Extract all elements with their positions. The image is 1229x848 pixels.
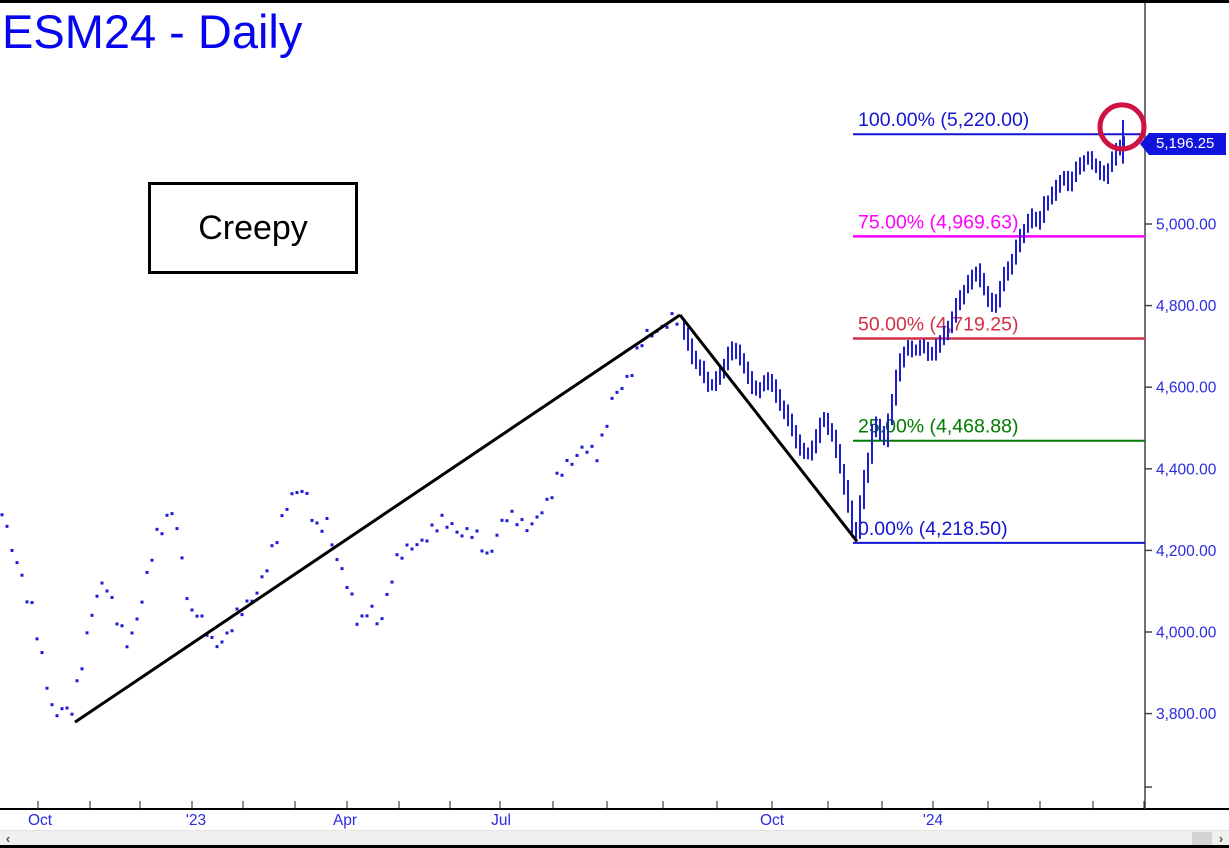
x-axis-label: Apr xyxy=(333,812,357,829)
y-axis-label: 4,400.00 xyxy=(1156,461,1217,478)
fib-level-label: 0.00% (4,218.50) xyxy=(858,518,1008,540)
x-axis-label: Oct xyxy=(28,812,53,829)
creepy-annotation[interactable]: Creepy xyxy=(148,182,358,274)
y-axis: 5,000.00 4,800.00 4,600.00 4,400.00 4,200.00… xyxy=(1145,217,1217,788)
last-price-tag: 5,196.25 xyxy=(1140,133,1226,155)
horizontal-scrollbar[interactable]: ‹ › xyxy=(0,830,1229,847)
fib-retracement[interactable]: 100.00% (5,220.00) 75.00% (4,969.63) 50.00… xyxy=(853,109,1145,544)
y-axis-label: 4,800.00 xyxy=(1156,298,1217,315)
scrollbar-left-arrow-icon[interactable]: ‹ xyxy=(5,831,11,846)
trendlines[interactable] xyxy=(74,313,859,724)
creepy-annotation-label: Creepy xyxy=(198,208,308,247)
price-series-dots xyxy=(0,312,679,718)
scrollbar-thumb[interactable] xyxy=(1192,832,1212,845)
x-axis-label: '23 xyxy=(186,812,206,829)
trendline xyxy=(74,313,681,724)
price-series-bars xyxy=(683,119,1125,539)
fib-level-label: 100.00% (5,220.00) xyxy=(858,109,1029,131)
fib-level-label: 75.00% (4,969.63) xyxy=(858,211,1018,233)
y-axis-label: 4,200.00 xyxy=(1156,543,1217,560)
y-axis-label: 3,800.00 xyxy=(1156,706,1217,723)
x-axis-label: '24 xyxy=(923,812,944,829)
trendline xyxy=(678,314,859,543)
fib-level-label: 25.00% (4,468.88) xyxy=(858,416,1018,438)
y-axis-label: 4,600.00 xyxy=(1156,380,1217,397)
circle-annotation[interactable] xyxy=(1097,102,1147,152)
bottom-border xyxy=(0,845,1229,848)
axes xyxy=(0,3,1229,810)
price-tag-pointer-icon xyxy=(1140,133,1149,155)
x-axis: Oct '23 Apr Jul Oct '24 xyxy=(28,801,1145,829)
y-axis-label: 4,000.00 xyxy=(1156,625,1217,642)
x-axis-label: Jul xyxy=(491,812,511,829)
y-axis-label: 5,000.00 xyxy=(1156,217,1217,234)
scrollbar-right-arrow-icon[interactable]: › xyxy=(1218,831,1224,846)
fib-level-label: 50.00% (4,719.25) xyxy=(858,314,1018,336)
chart-title: ESM24 - Daily xyxy=(2,5,303,58)
x-axis-label: Oct xyxy=(760,812,785,829)
top-border xyxy=(0,0,1229,3)
last-price-value: 5,196.25 xyxy=(1156,135,1215,152)
